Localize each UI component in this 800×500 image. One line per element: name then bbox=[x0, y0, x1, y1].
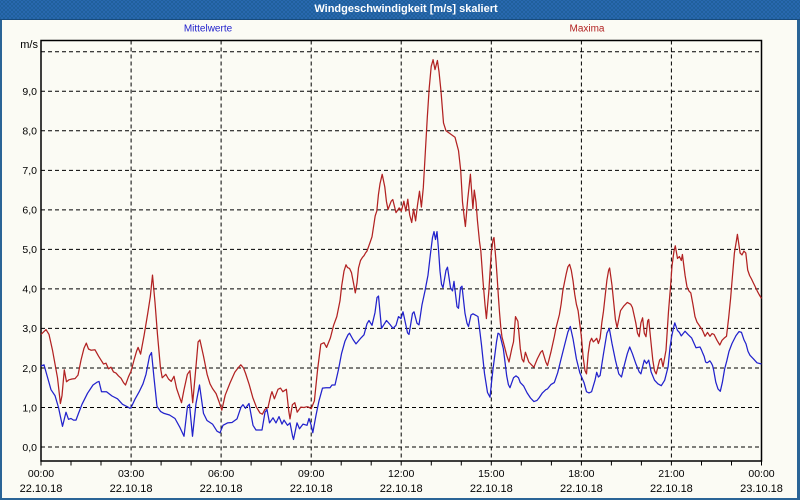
svg-text:7,0: 7,0 bbox=[22, 165, 37, 177]
svg-text:4,0: 4,0 bbox=[22, 284, 37, 296]
svg-text:3,0: 3,0 bbox=[22, 323, 37, 335]
svg-text:22.10.18: 22.10.18 bbox=[470, 483, 513, 495]
svg-text:2,0: 2,0 bbox=[22, 363, 37, 375]
svg-text:03:00: 03:00 bbox=[118, 468, 144, 480]
svg-text:0,0: 0,0 bbox=[22, 442, 37, 454]
svg-text:22.10.18: 22.10.18 bbox=[380, 483, 423, 495]
svg-text:22.10.18: 22.10.18 bbox=[110, 483, 153, 495]
svg-text:22.10.18: 22.10.18 bbox=[290, 483, 333, 495]
svg-text:18:00: 18:00 bbox=[568, 468, 594, 480]
svg-text:23.10.18: 23.10.18 bbox=[740, 483, 783, 495]
svg-text:09:00: 09:00 bbox=[298, 468, 324, 480]
svg-text:6,0: 6,0 bbox=[22, 205, 37, 217]
svg-text:06:00: 06:00 bbox=[208, 468, 234, 480]
svg-text:22.10.18: 22.10.18 bbox=[200, 483, 243, 495]
svg-text:1,0: 1,0 bbox=[22, 402, 37, 414]
svg-text:8,0: 8,0 bbox=[22, 126, 37, 138]
svg-text:5,0: 5,0 bbox=[22, 244, 37, 256]
svg-text:12:00: 12:00 bbox=[388, 468, 414, 480]
svg-text:22.10.18: 22.10.18 bbox=[650, 483, 693, 495]
svg-text:Maxima: Maxima bbox=[569, 24, 604, 35]
svg-text:m/s: m/s bbox=[20, 39, 38, 51]
svg-text:21:00: 21:00 bbox=[658, 468, 684, 480]
svg-text:Mittelwerte: Mittelwerte bbox=[184, 24, 233, 35]
svg-text:00:00: 00:00 bbox=[748, 468, 774, 480]
svg-text:00:00: 00:00 bbox=[28, 468, 54, 480]
svg-text:9,0: 9,0 bbox=[22, 86, 37, 98]
svg-text:15:00: 15:00 bbox=[478, 468, 504, 480]
svg-text:22.10.18: 22.10.18 bbox=[20, 483, 63, 495]
svg-text:22.10.18: 22.10.18 bbox=[560, 483, 603, 495]
